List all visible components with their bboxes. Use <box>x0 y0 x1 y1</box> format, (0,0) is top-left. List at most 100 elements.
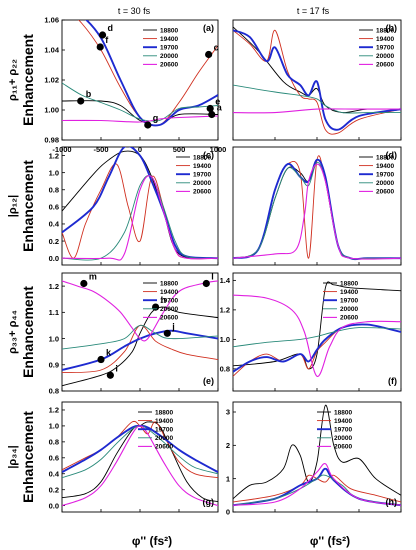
panel-a: -1000 -500 0 500 10000.981.001.021.041.06dfb… <box>44 16 226 154</box>
series-line-20600 <box>62 425 218 507</box>
series-line-18800 <box>233 26 401 114</box>
series-line-19700 <box>62 424 218 473</box>
marker-point-c <box>205 50 213 59</box>
legend-label-19400: 19400 <box>155 418 173 425</box>
series-line-18800 <box>233 404 401 500</box>
legend-label-20000: 20000 <box>334 435 352 442</box>
legend-label-20600: 20600 <box>376 62 394 69</box>
y-tick-label: 0.8 <box>49 438 59 447</box>
panel-e: 0.8 0.9 1.0 1.1 1.2 m h l j ki 18800 19400 197002000… <box>49 271 219 396</box>
marker-point-d <box>98 31 107 39</box>
legend-label-18800: 18800 <box>160 280 178 287</box>
y-tick-label: 1.2 <box>49 282 59 291</box>
legend-label-19700: 19700 <box>155 427 173 434</box>
marker-label-e: e <box>215 97 220 107</box>
series-line-20600 <box>62 175 218 261</box>
y-tick-label: 0.4 <box>49 469 60 478</box>
series-line-20000 <box>62 82 218 122</box>
y-tick-label: 2 <box>226 441 230 450</box>
legend-label-19400: 19400 <box>340 289 358 296</box>
column-title-right: t = 17 fs <box>297 6 330 16</box>
panel-label-b: (b) <box>386 23 398 33</box>
panel-label-d: (d) <box>386 150 398 160</box>
marker-point-a <box>208 110 216 119</box>
marker-label-i: i <box>115 363 118 373</box>
legend-label-19700: 19700 <box>160 298 178 305</box>
y-tick-label: 0.8 <box>49 185 59 194</box>
y-tick-label: 0.9 <box>49 360 59 369</box>
y-tick-label: 1.00 <box>44 106 59 115</box>
row-ylabel-1: ρ₁₁+ ρ₂₂ <box>7 59 19 101</box>
marker-label-j: j <box>171 321 175 331</box>
y-tick-label: 0.4 <box>49 220 60 229</box>
y-tick-label: 1.2 <box>49 406 59 415</box>
series-line-20600 <box>233 294 401 377</box>
row-sublabel-1: Enhancement <box>20 34 36 126</box>
y-tick-label: 0.0 <box>49 501 59 510</box>
marker-label-d: d <box>108 23 114 33</box>
legend-label-18800: 18800 <box>160 27 178 34</box>
panel-label-f: (f) <box>388 376 397 386</box>
panel-c: 0.0 0.2 0.4 0.6 0.8 1.0 1.2 18800 19400 197002000… <box>49 146 219 266</box>
legend-label-19400: 19400 <box>160 36 178 43</box>
y-tick-label: 0.6 <box>49 203 59 212</box>
panel-label-e: (e) <box>203 376 214 386</box>
legend-label-19700: 19700 <box>376 45 394 52</box>
legend-label-19700: 19700 <box>376 172 394 179</box>
y-tick-label: 1.0 <box>49 168 59 177</box>
legend-label-18800: 18800 <box>376 27 394 34</box>
y-tick-label: 1.02 <box>44 76 59 85</box>
legend-label-20000: 20000 <box>160 53 178 60</box>
y-tick-label: 1.1 <box>49 308 59 317</box>
legend-label-20000: 20000 <box>193 180 211 187</box>
y-tick-label: 0.8 <box>220 365 230 374</box>
marker-label-f: f <box>105 35 109 45</box>
legend-label-18800: 18800 <box>334 409 352 416</box>
y-tick-label: 1.4 <box>220 276 231 285</box>
row-ylabel-4: |ρ₃₄| <box>7 445 19 468</box>
series-line-19700 <box>62 147 218 260</box>
legend-label-19700: 19700 <box>340 298 358 305</box>
series-line-19700 <box>62 329 218 371</box>
series-line-20600 <box>62 115 218 123</box>
y-tick-label: 1.0 <box>49 334 59 343</box>
marker-point-e <box>206 104 214 113</box>
row-sublabel-2: Enhancement <box>20 160 36 252</box>
x-axis-label-left: φ'' (fs²) <box>132 534 172 548</box>
panel-label-a: (a) <box>203 23 214 33</box>
legend-label-18800: 18800 <box>340 280 358 287</box>
y-tick-label: 1.2 <box>220 306 230 315</box>
y-tick-label: 1.06 <box>44 16 59 25</box>
panel-frame-f <box>232 272 402 392</box>
series-line-18800 <box>62 306 218 387</box>
legend-label-19400: 19400 <box>376 36 394 43</box>
marker-point-l <box>202 279 210 288</box>
series-line-19400 <box>62 324 218 374</box>
y-tick-label: 1 <box>226 474 230 483</box>
marker-label-c: c <box>214 43 219 53</box>
series-line-18800 <box>62 421 218 503</box>
legend-label-19700: 19700 <box>160 45 178 52</box>
panel-label-c: (c) <box>203 150 214 160</box>
series-line-20000 <box>233 84 401 114</box>
marker-label-a: a <box>217 103 223 113</box>
y-tick-label: 0.98 <box>44 136 59 145</box>
legend-label-20000: 20000 <box>376 53 394 60</box>
row-sublabel-3: Enhancement <box>20 286 36 378</box>
legend-label-19700: 19700 <box>193 172 211 179</box>
column-title-left: t = 30 fs <box>118 6 151 16</box>
marker-label-h: h <box>161 295 167 305</box>
legend-label-19400: 19400 <box>376 163 394 170</box>
y-tick-label: 0.2 <box>49 237 59 246</box>
x-tick-label: -500 <box>93 145 108 154</box>
y-tick-label: 1.0 <box>220 335 230 344</box>
series-line-20600 <box>233 463 401 506</box>
marker-point-j <box>163 329 171 337</box>
y-tick-label: 0.6 <box>49 453 59 462</box>
panel-label-g: (g) <box>203 497 215 507</box>
legend-label-20000: 20000 <box>340 306 358 313</box>
y-tick-label: 0.0 <box>49 254 59 263</box>
